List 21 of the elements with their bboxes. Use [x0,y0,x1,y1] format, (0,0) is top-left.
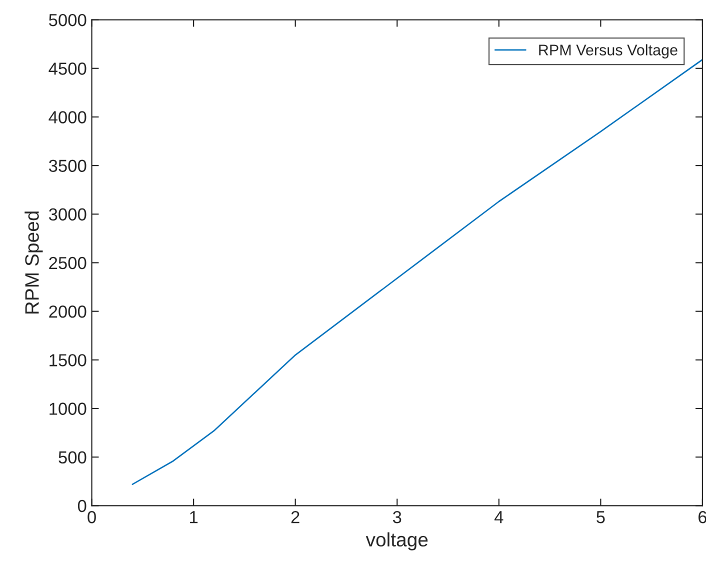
y-tick-label: 500 [58,451,86,464]
y-tick-label: 3500 [48,160,86,172]
x-tick-label: 5 [596,511,605,524]
legend-label: RPM Versus Voltage [539,44,678,58]
x-tick-label: 1 [190,511,198,524]
y-tick-label: 1000 [50,402,86,415]
x-tick-label: 4 [494,511,504,524]
x-tick-label: 3 [392,510,402,524]
x-tick-label: 2 [291,510,300,524]
x-axis-title: voltage [366,532,428,550]
y-tick-label: 2000 [49,305,86,318]
y-tick-label: 5000 [48,14,86,26]
y-axis-title: RPM Speed [24,212,43,314]
y-tick-label: 4000 [48,111,86,124]
y-tick-label: 2500 [49,256,86,270]
y-tick-label: 3000 [48,208,86,221]
y-tick-label: 1500 [50,354,86,366]
x-tick-label: 0 [88,510,96,524]
line-series [132,58,702,485]
y-tick-label: 4500 [48,62,86,75]
y-tick-label: 0 [78,500,86,512]
